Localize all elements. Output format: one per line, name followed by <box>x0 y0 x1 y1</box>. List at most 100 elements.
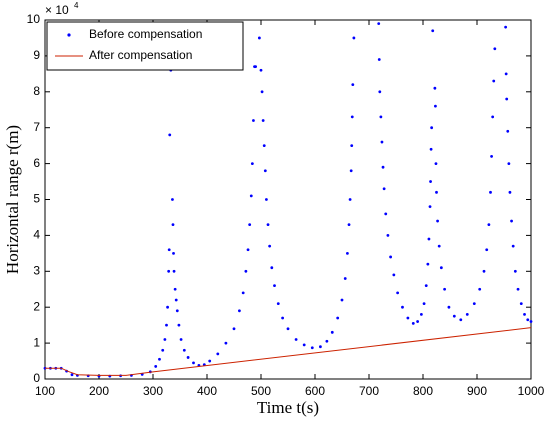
y-tick-label: 3 <box>33 263 40 277</box>
data-point <box>437 244 441 248</box>
data-point <box>154 365 158 368</box>
data-point <box>508 190 512 194</box>
data-point <box>381 165 385 169</box>
data-point <box>319 345 322 349</box>
data-point <box>173 287 177 291</box>
data-point <box>336 316 340 320</box>
x-tick-label: 100 <box>35 384 55 398</box>
data-point <box>511 244 515 248</box>
data-point <box>257 36 261 40</box>
data-point <box>434 104 437 108</box>
x-tick-label: 500 <box>251 384 271 398</box>
data-point <box>424 284 428 288</box>
y-tick-label: 9 <box>33 48 40 62</box>
data-point <box>343 277 347 280</box>
data-point <box>431 29 435 33</box>
data-point <box>416 320 419 323</box>
y-axis-label: Horizontal range r(m) <box>3 125 22 274</box>
data-point <box>268 244 272 248</box>
data-point <box>254 65 257 69</box>
data-point <box>246 248 250 252</box>
data-point <box>174 298 178 302</box>
data-point <box>489 190 492 194</box>
data-point <box>447 305 451 309</box>
data-point <box>422 302 426 306</box>
data-point <box>382 187 386 191</box>
y-tick-label: 2 <box>33 299 40 313</box>
data-point <box>168 133 172 137</box>
data-point <box>186 356 190 359</box>
x-tick-label: 200 <box>89 384 109 398</box>
data-point <box>166 305 169 309</box>
data-point <box>167 248 171 252</box>
data-point <box>158 357 161 361</box>
data-point <box>352 36 356 40</box>
data-point <box>430 126 434 130</box>
x-tick-label: 300 <box>143 384 163 398</box>
data-point <box>259 68 263 72</box>
data-point <box>411 321 415 325</box>
data-point <box>351 83 355 87</box>
x-tick-label: 400 <box>197 384 217 398</box>
data-point <box>452 314 456 318</box>
data-point <box>419 312 423 316</box>
data-point <box>260 90 264 94</box>
data-point <box>241 291 245 295</box>
data-point <box>507 162 511 166</box>
data-point <box>349 169 353 173</box>
data-point <box>302 343 306 347</box>
data-point <box>179 338 183 341</box>
data-point <box>261 119 265 122</box>
x-tick-label: 900 <box>467 384 487 398</box>
data-point <box>263 169 267 173</box>
data-point <box>493 47 497 51</box>
data-point <box>165 323 168 327</box>
data-point <box>177 323 181 327</box>
legend-swatch <box>67 33 71 37</box>
data-point <box>504 72 508 76</box>
data-point <box>167 269 171 273</box>
data-point <box>163 338 167 341</box>
y-tick-label: 8 <box>33 84 40 98</box>
data-point <box>340 298 344 302</box>
y-scale-exponent: 4 <box>74 1 79 10</box>
data-point <box>379 115 383 119</box>
data-point <box>266 223 270 227</box>
data-point <box>330 330 334 334</box>
data-point <box>224 341 228 345</box>
y-tick-label: 10 <box>27 12 41 26</box>
data-point <box>276 302 280 306</box>
data-point <box>348 198 352 201</box>
data-point <box>504 25 508 29</box>
data-point <box>426 262 430 266</box>
data-point <box>485 248 489 252</box>
data-point <box>436 219 439 223</box>
data-point <box>429 147 433 151</box>
data-point <box>265 198 268 201</box>
x-tick-label: 600 <box>305 384 325 398</box>
data-point <box>377 58 381 61</box>
data-point <box>389 255 392 259</box>
y-tick-label: 0 <box>33 371 40 385</box>
data-point <box>505 97 509 101</box>
data-point <box>249 194 253 198</box>
data-point <box>478 287 482 291</box>
data-point <box>250 162 254 166</box>
data-point <box>401 305 404 309</box>
data-point <box>482 269 486 273</box>
data-point <box>248 223 252 227</box>
legend-label: Before compensation <box>89 27 202 41</box>
data-point <box>171 198 174 201</box>
data-point <box>347 223 351 227</box>
data-point <box>281 316 284 320</box>
data-point <box>384 212 388 216</box>
data-point <box>238 309 241 313</box>
data-point <box>516 287 520 291</box>
data-point <box>273 284 276 288</box>
y-tick-label: 5 <box>33 192 40 206</box>
y-tick-label: 4 <box>33 228 40 242</box>
data-point <box>396 291 400 295</box>
data-point <box>427 237 431 241</box>
data-point <box>526 318 530 322</box>
